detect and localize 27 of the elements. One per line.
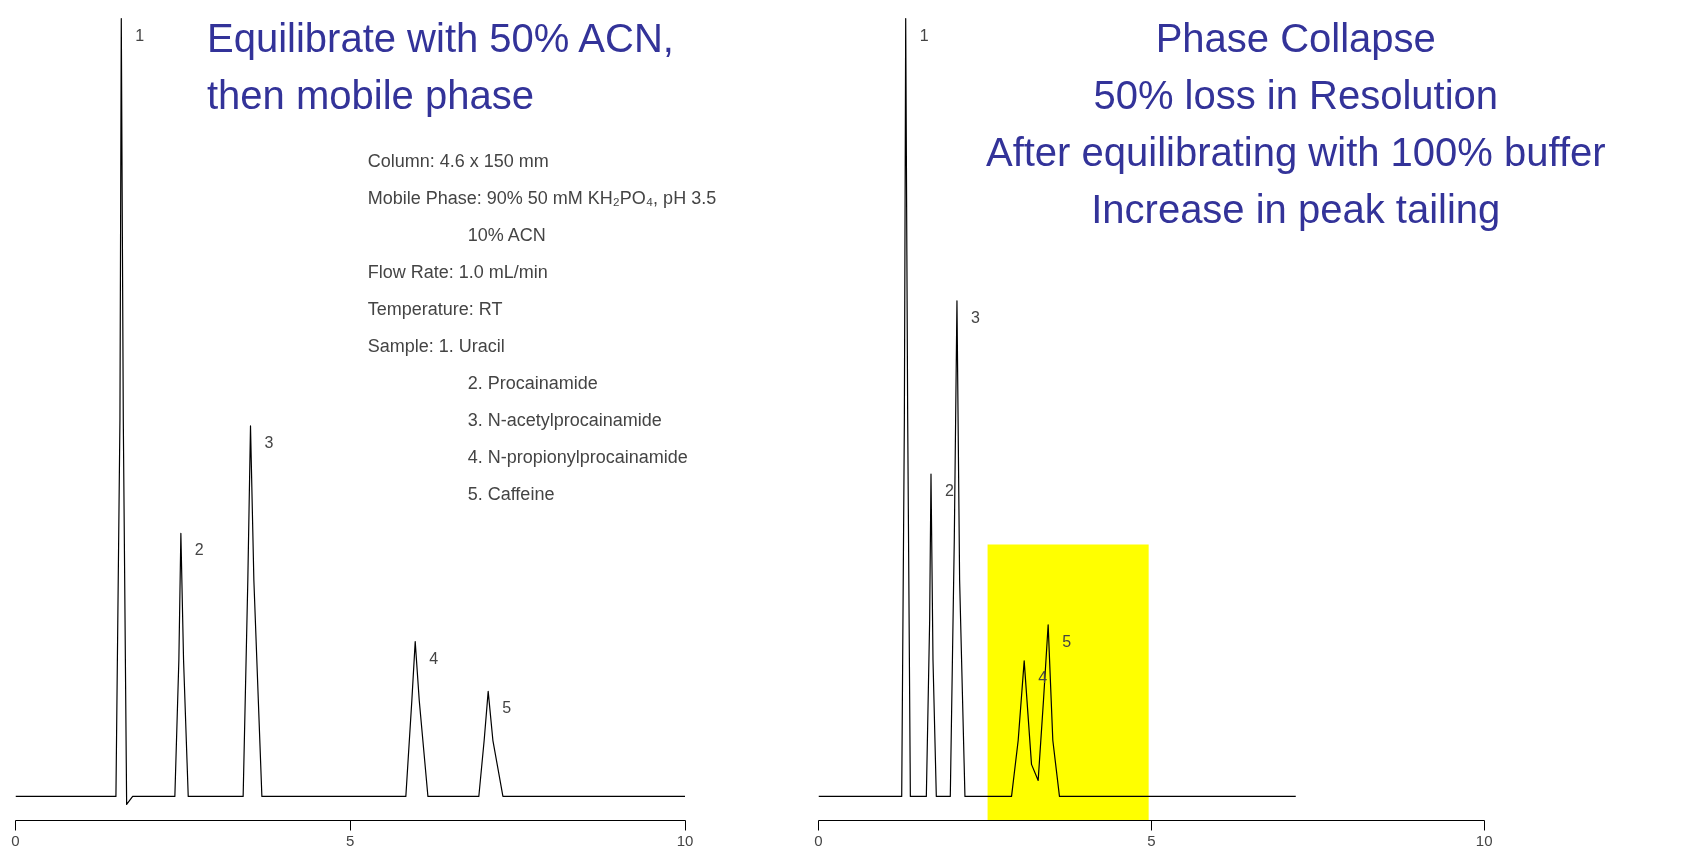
x-tick-label: 10 <box>1475 831 1493 848</box>
annotation: 5 <box>502 699 512 717</box>
annotation: 3 <box>970 308 980 326</box>
annotation: 2 <box>944 482 954 500</box>
annotation: 5. Caffeine <box>467 483 555 504</box>
annotation: Mobile Phase: 90% 50 mM KH₂PO₄, pH 3.5 <box>367 187 717 208</box>
x-tick-label: 5 <box>1147 831 1156 848</box>
annotation: 4 <box>429 649 439 667</box>
text: Phase Collapse 50% loss in Resolution After equilibrating with 100% buffer Increase in peak tailing <box>985 15 1606 231</box>
x-tick-label: 5 <box>346 831 355 848</box>
annotation: 1 <box>135 26 145 44</box>
x-tick-label: 0 <box>11 831 20 848</box>
annotation: Flow Rate: 1.0 mL/min <box>367 261 548 282</box>
annotation: Column: 4.6 x 150 mm <box>367 150 549 171</box>
annotation: Temperature: RT <box>367 298 503 319</box>
annotation: 2 <box>194 541 204 559</box>
annotation: 10% ACN <box>467 224 546 245</box>
x-tick-label: 0 <box>814 831 823 848</box>
annotation: 5 <box>1062 632 1072 650</box>
annotation: 1 <box>919 26 929 44</box>
annotation: 3. N-acetylprocainamide <box>467 409 662 430</box>
annotation: 3 <box>264 433 274 451</box>
annotation: Sample: 1. Uracil <box>367 335 505 356</box>
x-tick-label: 10 <box>676 831 694 848</box>
text: Equilibrate with 50% ACN, then mobile phase <box>206 15 674 117</box>
annotation: 4. N-propionylprocainamide <box>467 446 688 467</box>
annotation: 2. Procainamide <box>467 372 598 393</box>
